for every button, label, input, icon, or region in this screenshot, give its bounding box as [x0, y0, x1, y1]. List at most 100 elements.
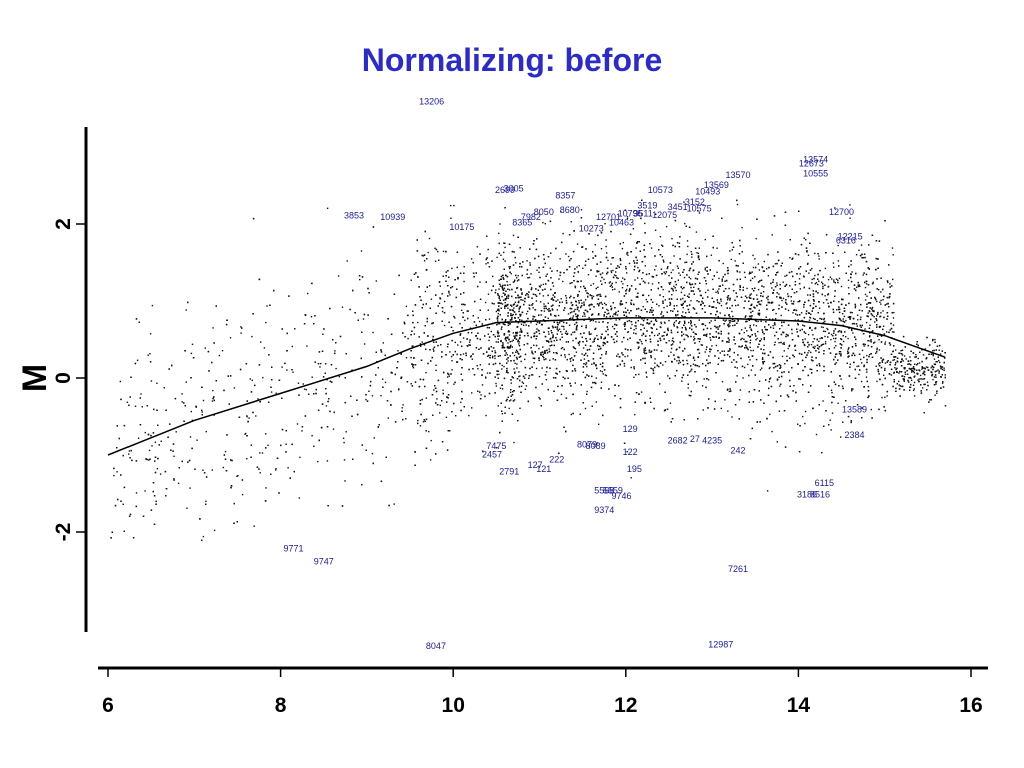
data-point	[746, 330, 748, 332]
data-point	[799, 266, 802, 268]
data-point	[665, 225, 668, 228]
data-point	[935, 381, 937, 384]
data-point	[876, 278, 878, 280]
data-point	[525, 294, 527, 296]
data-point	[697, 252, 700, 255]
data-point	[574, 348, 577, 350]
data-point	[579, 286, 582, 288]
data-point	[405, 357, 408, 359]
data-point	[434, 260, 437, 262]
data-point	[818, 280, 820, 282]
data-point	[509, 391, 512, 393]
data-point	[876, 347, 878, 349]
data-point	[673, 321, 676, 324]
data-point	[144, 490, 146, 492]
data-point	[883, 374, 885, 376]
data-point	[879, 325, 882, 328]
data-point	[651, 283, 654, 285]
data-point	[544, 223, 546, 225]
data-point	[654, 319, 657, 322]
data-point	[439, 285, 441, 287]
data-point	[530, 321, 532, 324]
data-point	[459, 341, 462, 343]
data-point	[664, 361, 667, 363]
data-point	[737, 320, 739, 322]
data-point	[892, 324, 895, 326]
data-point	[136, 359, 139, 361]
data-point	[337, 275, 340, 277]
data-point	[817, 283, 819, 286]
data-point	[595, 327, 597, 330]
data-point	[456, 353, 458, 356]
data-point	[804, 410, 807, 413]
data-point	[538, 347, 540, 350]
data-point	[190, 352, 193, 355]
data-point	[644, 357, 646, 360]
data-point	[902, 360, 904, 362]
data-point	[664, 322, 666, 324]
data-point	[818, 301, 820, 303]
data-point	[702, 328, 705, 331]
data-point	[520, 323, 523, 325]
data-point	[792, 312, 794, 314]
data-point	[606, 308, 608, 311]
data-point	[780, 375, 783, 378]
data-point	[910, 383, 912, 386]
data-point	[671, 294, 673, 296]
data-point	[680, 291, 683, 294]
data-point	[778, 410, 781, 412]
data-point	[698, 258, 700, 261]
data-point	[860, 244, 863, 246]
data-point	[382, 378, 384, 380]
data-point	[782, 343, 784, 345]
data-point	[734, 260, 736, 262]
data-point	[325, 388, 327, 390]
data-point	[454, 317, 456, 319]
data-point	[583, 311, 585, 314]
data-point	[575, 315, 577, 318]
data-point	[701, 385, 704, 387]
data-point	[446, 346, 449, 348]
data-point	[297, 382, 300, 384]
data-point	[717, 328, 719, 330]
data-point	[627, 331, 630, 333]
data-point	[804, 422, 806, 425]
data-point	[594, 244, 596, 246]
data-point	[548, 348, 550, 350]
data-point	[620, 280, 623, 283]
data-point	[598, 304, 600, 306]
data-point	[211, 400, 214, 402]
data-point	[251, 335, 253, 338]
data-point	[767, 295, 769, 298]
data-point	[514, 301, 517, 303]
data-point	[237, 475, 239, 477]
data-point	[525, 313, 528, 315]
data-point	[812, 334, 814, 336]
data-point	[645, 273, 648, 276]
data-point	[585, 299, 587, 301]
data-point	[911, 367, 913, 370]
data-point	[223, 454, 226, 456]
data-point	[492, 275, 494, 278]
data-point	[343, 459, 346, 461]
data-point	[750, 329, 753, 332]
data-point	[688, 311, 690, 313]
data-point	[156, 467, 159, 470]
data-point	[909, 386, 912, 388]
data-point	[286, 369, 288, 371]
data-point	[750, 308, 752, 310]
data-point	[799, 273, 801, 275]
data-point	[533, 362, 535, 364]
data-point	[687, 355, 689, 357]
data-point	[576, 266, 578, 268]
data-point	[685, 312, 687, 314]
data-point	[755, 335, 757, 337]
data-point	[365, 449, 367, 451]
data-point	[507, 307, 509, 309]
data-point	[684, 326, 687, 329]
data-point	[591, 297, 593, 299]
data-point	[684, 261, 686, 264]
data-point	[701, 344, 704, 346]
data-point	[808, 319, 811, 321]
data-point	[762, 270, 765, 272]
